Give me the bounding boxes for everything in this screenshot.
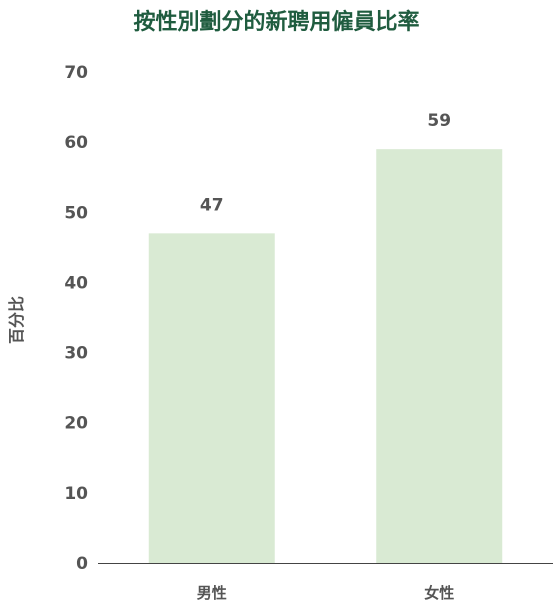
y-tick-label: 10 xyxy=(64,484,88,504)
y-axis-ticks: 0 10 20 30 40 50 60 70 xyxy=(64,63,88,574)
y-tick-label: 50 xyxy=(64,203,88,223)
data-labels-group: 47 59 xyxy=(200,111,451,215)
chart-title: 按性別劃分的新聘用僱員比率 xyxy=(133,10,420,35)
y-tick-label: 70 xyxy=(64,63,88,83)
y-tick-label: 30 xyxy=(64,344,88,364)
x-category-label: 男性 xyxy=(197,584,227,602)
y-axis-title: 百分比 xyxy=(7,296,26,344)
bar xyxy=(376,149,503,563)
y-tick-label: 60 xyxy=(64,133,88,153)
bar-value-label: 59 xyxy=(427,111,451,131)
y-tick-label: 20 xyxy=(64,414,88,434)
bar-value-label: 47 xyxy=(200,195,224,215)
bar xyxy=(148,233,275,564)
x-category-label: 女性 xyxy=(424,584,454,602)
x-axis-labels: 男性 女性 xyxy=(197,584,455,602)
bars-group xyxy=(148,149,503,564)
y-tick-label: 0 xyxy=(76,554,88,574)
y-tick-label: 40 xyxy=(64,273,88,293)
